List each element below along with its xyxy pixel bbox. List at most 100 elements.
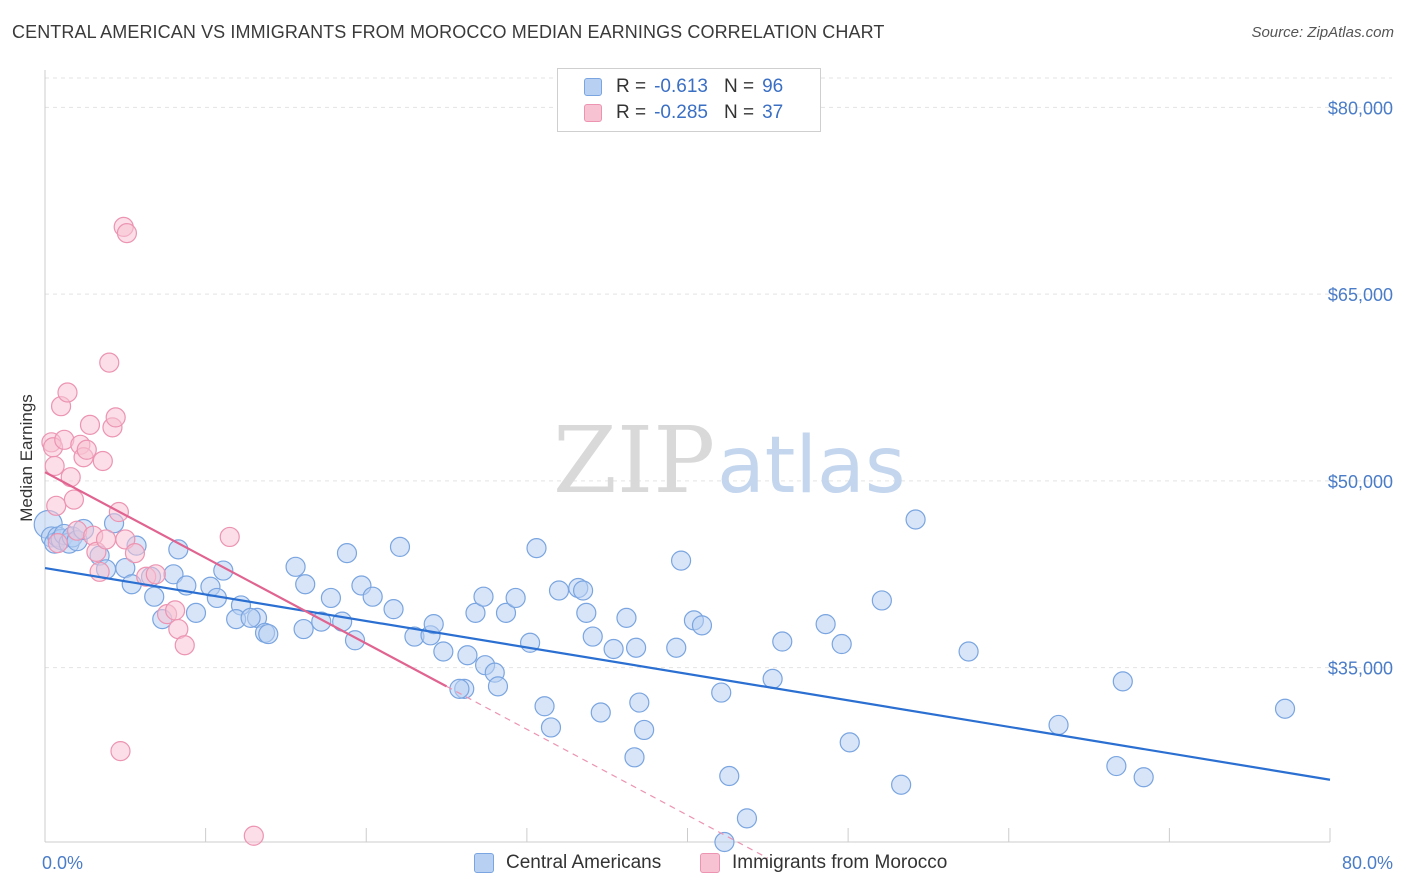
data-point-central-americans <box>487 676 509 697</box>
data-point-central-americans <box>1133 767 1154 788</box>
data-point-morocco <box>79 414 101 435</box>
data-point-central-americans <box>831 633 852 655</box>
data-point-central-americans <box>1274 698 1296 719</box>
data-point-central-americans <box>320 587 342 609</box>
data-point-central-americans <box>714 831 735 853</box>
data-point-morocco <box>46 495 67 516</box>
x-tick-label: 80.0% <box>1342 853 1393 873</box>
legend-item-central-americans: Central Americans <box>474 852 661 874</box>
data-point-central-americans <box>629 692 650 713</box>
legend-r-value: -0.285 <box>654 102 708 123</box>
y-tick-label: $50,000 <box>1328 472 1393 492</box>
data-point-central-americans <box>293 618 314 640</box>
legend-r-value: -0.613 <box>654 76 708 97</box>
source-label: Source: ZipAtlas.com <box>1251 24 1394 41</box>
data-point-central-americans <box>540 717 562 738</box>
data-point-central-americans <box>526 538 547 559</box>
legend-swatch-blue <box>474 853 494 873</box>
legend-r-label: R = <box>616 102 647 123</box>
data-point-morocco <box>110 741 131 762</box>
data-point-central-americans <box>815 613 836 635</box>
data-point-central-americans <box>240 607 261 628</box>
data-point-central-americans <box>473 586 494 607</box>
data-point-central-americans <box>691 615 713 636</box>
data-point-central-americans <box>548 580 570 601</box>
data-point-central-americans <box>383 599 404 620</box>
data-point-morocco <box>174 635 195 656</box>
data-point-morocco <box>105 407 126 428</box>
data-point-central-americans <box>576 602 597 623</box>
data-point-central-americans <box>762 668 783 689</box>
data-point-central-americans <box>423 613 444 635</box>
x-tick-labels: 0.0% 80.0% <box>42 853 1393 873</box>
series-morocco-points <box>41 216 264 846</box>
legend-item-morocco: Immigrants from Morocco <box>700 852 947 874</box>
data-point-central-americans <box>285 556 306 577</box>
data-point-morocco <box>47 533 68 554</box>
data-point-morocco <box>116 223 138 244</box>
data-point-central-americans <box>336 543 358 564</box>
trend-lines <box>44 471 1331 859</box>
data-point-morocco <box>76 439 97 460</box>
legend-n-value: 96 <box>762 76 784 97</box>
data-point-central-americans <box>433 641 454 662</box>
series-central-americans-points <box>33 509 1296 853</box>
data-point-central-americans <box>634 719 655 741</box>
data-point-central-americans <box>465 602 486 623</box>
legend-row-central-americans: R = -0.613 N = 96 <box>584 75 783 99</box>
data-point-morocco <box>92 450 113 472</box>
data-point-morocco <box>63 489 85 510</box>
data-point-central-americans <box>449 678 470 699</box>
trend-line-morocco <box>44 471 448 688</box>
data-point-morocco <box>145 564 166 585</box>
data-point-central-americans <box>603 638 624 660</box>
data-point-central-americans <box>1106 755 1127 777</box>
data-point-central-americans <box>719 765 740 787</box>
watermark-zip: ZIP <box>553 407 715 514</box>
y-tick-label: $35,000 <box>1328 659 1393 679</box>
data-point-central-americans <box>534 696 555 717</box>
trend-extension-morocco <box>446 685 769 859</box>
data-point-central-americans <box>295 574 316 595</box>
data-point-morocco <box>44 455 65 477</box>
data-point-central-americans <box>582 626 603 647</box>
legend-label-central-americans: Central Americans <box>506 852 662 873</box>
y-tick-labels: $35,000 $50,000 $65,000 $80,000 <box>1328 98 1393 678</box>
data-point-morocco <box>99 352 120 373</box>
y-tick-label: $65,000 <box>1328 285 1393 305</box>
data-point-morocco <box>124 543 146 564</box>
watermark-atlas: atlas <box>717 421 906 511</box>
legend-row-morocco: R = -0.285 N = 37 <box>584 101 783 125</box>
data-point-central-americans <box>625 637 647 658</box>
data-point-central-americans <box>772 631 793 652</box>
watermark: ZIP atlas <box>553 407 906 514</box>
legend-n-value: 37 <box>762 102 784 123</box>
data-point-morocco <box>115 529 136 550</box>
series-legend: Central Americans Immigrants from Morocc… <box>0 852 1406 878</box>
correlation-legend: R = -0.613 N = 96 R = -0.285 N = 37 <box>557 68 821 132</box>
data-point-central-americans <box>1048 714 1069 736</box>
legend-n-label: N = <box>723 76 755 97</box>
data-point-central-americans <box>736 808 758 829</box>
data-point-morocco <box>57 382 78 403</box>
legend-r-label: R = <box>616 76 647 97</box>
data-point-central-americans <box>624 747 645 768</box>
data-point-central-americans <box>457 645 478 666</box>
y-tick-label: $80,000 <box>1328 98 1393 118</box>
data-point-central-americans <box>839 732 860 753</box>
x-tick-label: 0.0% <box>42 853 83 873</box>
data-point-central-americans <box>258 623 279 645</box>
x-tick-marks <box>44 828 1331 842</box>
data-point-central-americans <box>505 587 526 609</box>
data-point-central-americans <box>958 641 979 662</box>
data-point-central-americans <box>185 602 207 623</box>
data-point-central-americans <box>572 580 594 601</box>
data-point-central-americans <box>905 509 926 530</box>
data-point-central-americans <box>666 637 687 658</box>
y-axis-label: Median Earnings <box>17 394 36 522</box>
data-point-morocco <box>219 526 240 548</box>
data-point-central-americans <box>362 586 383 607</box>
chart-title: CENTRAL AMERICAN VS IMMIGRANTS FROM MORO… <box>12 22 885 42</box>
data-point-central-americans <box>891 774 912 795</box>
